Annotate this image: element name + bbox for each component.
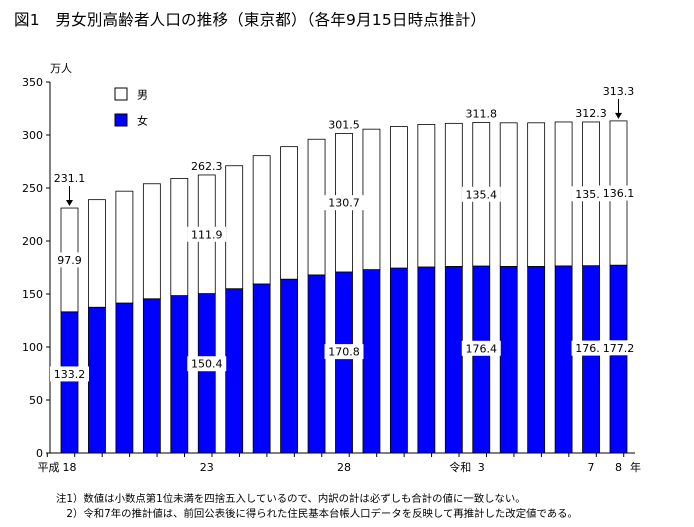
y-tick-label: 150 xyxy=(22,288,43,301)
x-tick-label: 3 xyxy=(478,461,485,474)
x-tick-label: 7 xyxy=(588,461,595,474)
x-era-label: 令和 xyxy=(449,460,471,474)
axes: 0 50 100 150 200 250 300 350 平成 18 23 28 令和 3 7 8 年 xyxy=(22,76,641,474)
bar-female xyxy=(225,288,244,454)
bar-male xyxy=(280,146,299,280)
data-label-total: 312.3 xyxy=(575,107,607,120)
bar-female xyxy=(252,283,271,454)
data-label-female-bg xyxy=(187,356,227,372)
bar-female xyxy=(499,266,518,454)
bar-female xyxy=(170,295,189,454)
bar-female xyxy=(554,265,573,454)
data-label-male-bg xyxy=(187,226,227,242)
bar-female xyxy=(389,267,408,454)
data-label-female: 150.4 xyxy=(191,358,223,371)
y-axis-unit-label: 万人 xyxy=(50,62,72,75)
bar-male xyxy=(307,138,326,276)
bar-male xyxy=(362,128,381,271)
data-label-female: 133.2 xyxy=(54,368,86,381)
data-label-male: 135.6 xyxy=(575,188,607,201)
bar-male xyxy=(142,183,161,300)
bar-female xyxy=(335,271,353,454)
data-label-female: 170.8 xyxy=(328,346,360,359)
data-label-male-bg xyxy=(599,185,638,201)
x-tick-label: 23 xyxy=(200,461,214,474)
data-label-total: 301.5 xyxy=(328,118,360,131)
bar-male xyxy=(417,124,436,268)
footnotes: 注1）数値は小数点第1位未満を四捨五入しているので、内訳の計は必ずしも合計の値に… xyxy=(56,492,578,522)
y-tick-label: 50 xyxy=(29,394,43,407)
data-label-male: 130.7 xyxy=(328,197,360,210)
x-tick-label: 18 xyxy=(63,461,77,474)
chart-title: 図1 男女別高齢者人口の推移（東京都）（各年9月15日時点推計） xyxy=(14,11,487,29)
bar-female xyxy=(609,264,628,454)
data-label-male: 136.1 xyxy=(603,187,635,200)
y-tick-label: 0 xyxy=(36,447,43,460)
x-era-label: 平成 xyxy=(38,461,60,474)
bar-female xyxy=(307,274,326,454)
bar-male xyxy=(88,199,106,308)
bar-female xyxy=(472,265,491,454)
data-label-total: 313.3 xyxy=(603,85,635,98)
y-tick-label: 350 xyxy=(22,76,43,89)
total-arrow-head xyxy=(615,112,622,119)
data-label-female: 176.4 xyxy=(466,342,498,355)
legend-label: 女 xyxy=(137,114,148,128)
data-label-male-bg xyxy=(461,186,501,202)
bar-chart: 0 50 100 150 200 250 300 350 平成 18 23 28 令和 3 7 8 年 97.9… xyxy=(22,62,641,474)
data-label-male: 97.9 xyxy=(57,254,82,267)
y-tick-label: 300 xyxy=(22,129,43,142)
bar-female xyxy=(142,298,161,454)
bar-male xyxy=(554,121,573,267)
data-label-male-bg xyxy=(324,195,364,211)
legend: 男女 xyxy=(114,87,148,128)
data-label-male: 111.9 xyxy=(191,228,223,241)
legend-label: 男 xyxy=(137,89,148,102)
bar-female xyxy=(417,266,436,454)
bar-male xyxy=(252,155,271,285)
data-label-female-bg xyxy=(324,344,364,360)
bar-male xyxy=(115,190,134,304)
footnote-2: 2）令和7年の推計値は、前回公表後に得られた住民基本台帳人口データを反映して再推… xyxy=(56,508,578,520)
bar-male xyxy=(389,126,408,269)
bar-male xyxy=(225,165,244,290)
y-tick-label: 100 xyxy=(22,341,43,354)
x-tick-label: 8 xyxy=(615,461,622,474)
data-label-female-bg xyxy=(599,340,638,356)
y-tick-label: 250 xyxy=(22,182,43,195)
data-label-male-bg xyxy=(53,252,86,268)
legend-swatch xyxy=(114,87,128,101)
bar-male xyxy=(499,122,518,267)
legend-swatch xyxy=(114,113,128,127)
y-tick-label: 200 xyxy=(22,235,43,248)
bar-male xyxy=(527,122,546,267)
data-label-female: 176.7 xyxy=(575,342,607,355)
bars xyxy=(60,120,628,454)
data-labels: 97.9 133.2 231.1 111.9 150.4 262.3 130.7 170.8 3… xyxy=(50,85,638,382)
bar-male xyxy=(170,178,189,296)
bar-female xyxy=(362,269,381,454)
footnote-1: 注1）数値は小数点第1位未満を四捨五入しているので、内訳の計は必ずしも合計の値に… xyxy=(56,493,526,505)
total-arrow-head xyxy=(66,200,73,207)
x-tick-label: 28 xyxy=(337,461,351,474)
bar-female xyxy=(115,302,134,454)
bar-female xyxy=(444,266,463,454)
data-label-female-bg xyxy=(50,366,89,382)
x-unit-label: 年 xyxy=(630,460,641,474)
bar-female xyxy=(197,293,216,454)
data-label-male: 135.4 xyxy=(466,188,498,201)
data-label-female-bg xyxy=(461,340,501,356)
bar-female xyxy=(280,278,299,454)
bar-female xyxy=(88,306,106,454)
bar-female xyxy=(527,266,546,454)
data-label-female: 177.2 xyxy=(603,342,635,355)
bar-male xyxy=(444,122,463,267)
data-label-total: 311.8 xyxy=(466,107,498,120)
bar-female xyxy=(60,311,79,454)
data-label-total: 231.1 xyxy=(54,172,86,185)
bar-female xyxy=(582,265,600,454)
data-label-total: 262.3 xyxy=(191,160,223,173)
